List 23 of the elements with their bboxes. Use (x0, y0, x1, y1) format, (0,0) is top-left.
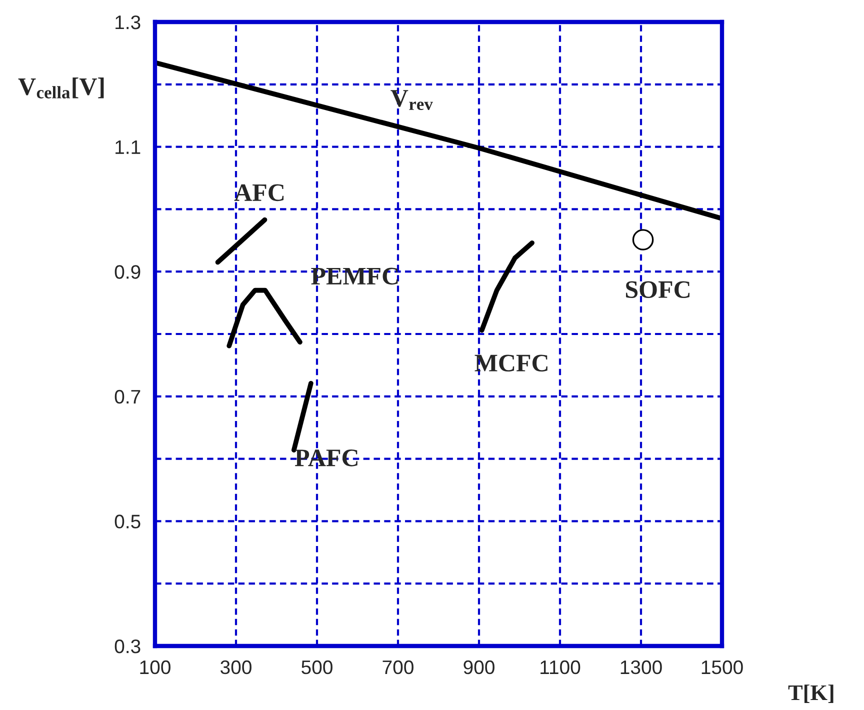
y-axis-title: V$_{cella}$[V] (18, 78, 104, 98)
line-series (226, 288, 302, 348)
series-label: SOFC (626, 281, 690, 298)
y-tick-label: 1.1 (116, 140, 140, 154)
x-tick-label: 300 (220, 660, 252, 674)
line-series (479, 240, 534, 333)
series-label: MCFC (474, 354, 548, 372)
series-label: PEMFC (311, 268, 398, 285)
x-tick-label: 100 (140, 660, 170, 674)
y-tick-label: 0.3 (114, 639, 140, 654)
x-tick-label: 1100 (540, 660, 580, 674)
x-tick-label: 700 (382, 660, 414, 674)
series-label: V$_{rev}$ (390, 90, 433, 110)
y-tick-label: 1.3 (116, 15, 140, 30)
x-tick-label: 500 (302, 660, 332, 674)
x-tick-label: 1300 (620, 660, 662, 674)
y-tick-label: 0.5 (114, 514, 140, 528)
x-axis-title: T[K] (788, 684, 834, 703)
series-label: AFC (234, 184, 284, 202)
x-tick-label: 900 (464, 660, 494, 674)
y-tick-label: 0.9 (114, 265, 140, 279)
x-tick-label: 1500 (702, 660, 743, 674)
y-tick-label: 0.7 (114, 390, 140, 404)
